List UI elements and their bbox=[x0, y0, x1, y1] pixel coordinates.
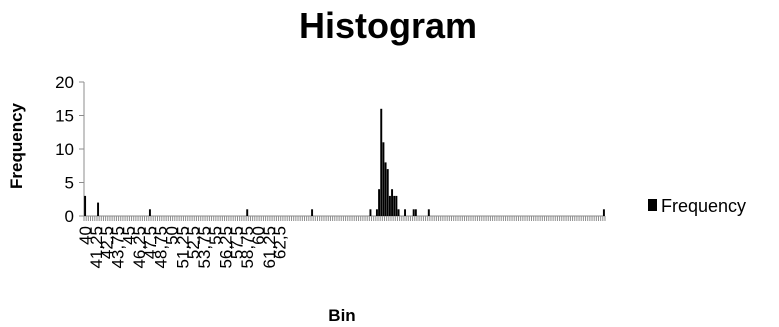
histogram-bar bbox=[378, 189, 381, 216]
histogram-bar bbox=[84, 195, 87, 216]
x-tick-label: 45 bbox=[119, 226, 138, 245]
x-tick-label: 40 bbox=[76, 226, 95, 245]
histogram-bar bbox=[375, 209, 378, 216]
histogram-bar bbox=[382, 142, 385, 216]
histogram-bar bbox=[393, 195, 396, 216]
y-tick-label: 20 bbox=[55, 73, 74, 92]
histogram-bar bbox=[391, 189, 394, 216]
histogram-bar bbox=[148, 209, 151, 216]
x-tick-label: 58,75 bbox=[238, 226, 257, 269]
x-tick-label: 47,5 bbox=[141, 226, 160, 259]
y-tick-label: 5 bbox=[65, 174, 74, 193]
x-tick-label: 55 bbox=[206, 226, 225, 245]
histogram-bar bbox=[414, 209, 417, 216]
histogram-bar bbox=[397, 209, 400, 216]
histogram-bar bbox=[384, 162, 387, 216]
x-tick-label: 46,25 bbox=[130, 226, 149, 269]
x-tick-label: 41,25 bbox=[87, 226, 106, 269]
histogram-bar bbox=[388, 195, 391, 216]
legend-label: Frequency bbox=[661, 196, 746, 216]
histogram-bar bbox=[311, 209, 314, 216]
histogram-bar bbox=[369, 209, 372, 216]
histogram-bar bbox=[602, 209, 605, 216]
y-tick-label: 15 bbox=[55, 107, 74, 126]
legend-swatch bbox=[648, 199, 657, 211]
histogram-bar bbox=[412, 209, 415, 216]
legend: Frequency bbox=[648, 196, 746, 216]
plot-area: 0 5 10 15 20 4041,2542,543,754546,2547,548,75… bbox=[55, 73, 606, 269]
y-axis-title: Frequency bbox=[7, 102, 26, 189]
x-tick-label: 56,25 bbox=[217, 226, 236, 269]
x-tick-label: 60 bbox=[249, 226, 268, 245]
histogram-bar bbox=[380, 108, 383, 216]
histogram-bar bbox=[97, 202, 100, 216]
x-tick-label: 52,5 bbox=[184, 226, 203, 259]
chart-title: Histogram bbox=[299, 5, 477, 46]
histogram-bar bbox=[404, 209, 407, 216]
histogram-bar bbox=[395, 195, 398, 216]
x-tick-label: 48,75 bbox=[152, 226, 171, 269]
x-tick-label: 62,5 bbox=[271, 226, 290, 259]
x-tick-label: 61,25 bbox=[260, 226, 279, 269]
x-tick-label: 43,75 bbox=[109, 226, 128, 269]
histogram-bar bbox=[386, 169, 389, 216]
x-tick-label: 57,5 bbox=[227, 226, 246, 259]
y-tick-label: 10 bbox=[55, 140, 74, 159]
x-tick-label: 53,75 bbox=[195, 226, 214, 269]
y-tick-label: 0 bbox=[65, 207, 74, 226]
x-axis-title: Bin bbox=[328, 306, 355, 325]
x-tick-label: 50 bbox=[163, 226, 182, 245]
x-tick-label: 42,5 bbox=[98, 226, 117, 259]
histogram-bar bbox=[427, 209, 430, 216]
x-tick-label: 51,25 bbox=[173, 226, 192, 269]
histogram-bar bbox=[246, 209, 249, 216]
